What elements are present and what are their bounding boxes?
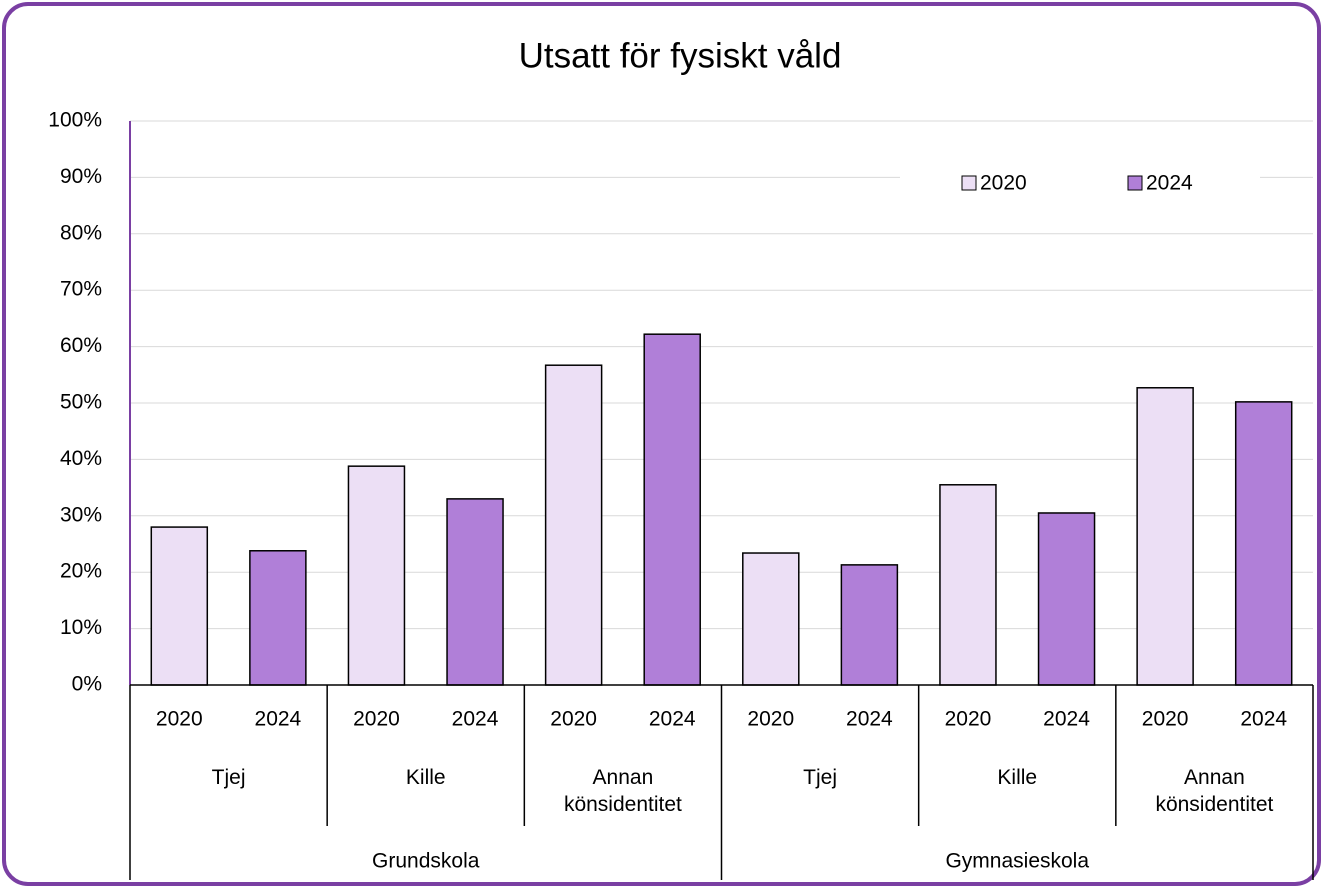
bar <box>150 526 209 686</box>
x-tick-label: 2020 <box>353 708 400 731</box>
y-tick-label: 30% <box>60 503 102 526</box>
bar <box>1136 387 1194 686</box>
y-tick-label: 20% <box>60 560 102 583</box>
category-label: Kille <box>919 764 1116 791</box>
bar <box>1037 512 1096 686</box>
bar <box>347 465 406 686</box>
legend-label: 2024 <box>1146 172 1193 195</box>
bar <box>446 498 504 686</box>
y-tick-label: 40% <box>60 447 102 470</box>
y-tick-label: 70% <box>60 278 102 301</box>
x-tick-label: 2024 <box>452 708 499 731</box>
category-label: Kille <box>327 764 524 791</box>
x-tick-label: 2020 <box>945 708 992 731</box>
legend-swatch <box>961 175 977 191</box>
x-tick-label: 2024 <box>1043 708 1090 731</box>
x-tick-label: 2020 <box>156 708 203 731</box>
y-tick-label: 100% <box>48 109 102 132</box>
legend-background <box>900 160 1260 205</box>
legend-label: 2020 <box>980 172 1027 195</box>
chart-title: Utsatt för fysiskt våld <box>519 36 842 75</box>
y-tick-label: 90% <box>60 165 102 188</box>
category-text: Tjej <box>803 766 837 789</box>
category-text: Tjej <box>211 766 246 789</box>
x-tick-label: 2024 <box>1240 708 1287 731</box>
y-tick-label: 80% <box>60 221 102 244</box>
bar <box>249 550 307 686</box>
bar <box>1234 401 1293 686</box>
x-tick-label: 2024 <box>649 708 696 731</box>
category-label: Tjej <box>130 764 327 791</box>
bar <box>840 564 899 686</box>
x-tick-label: 2020 <box>747 708 794 731</box>
category-text: Annan könsidentitet <box>1155 766 1274 816</box>
bar <box>544 364 603 686</box>
y-tick-label: 50% <box>60 391 102 414</box>
bar <box>742 552 800 686</box>
category-text: Kille <box>405 766 446 789</box>
category-text: Kille <box>997 766 1038 789</box>
x-tick-label: 2024 <box>846 708 893 731</box>
x-tick-label: 2024 <box>255 708 302 731</box>
category-label: Annan könsidentitet <box>524 764 721 818</box>
bar <box>939 484 997 686</box>
category-text: Annan könsidentitet <box>563 766 682 816</box>
category-label: Annan könsidentitet <box>1116 764 1313 818</box>
y-tick-label: 10% <box>60 616 102 639</box>
group-label: Gymnasieskola <box>945 850 1089 873</box>
x-tick-label: 2020 <box>1142 708 1189 731</box>
group-label: Grundskola <box>372 850 480 873</box>
y-tick-label: 0% <box>72 673 102 696</box>
legend-swatch <box>1127 175 1143 191</box>
y-tick-label: 60% <box>60 334 102 357</box>
bar <box>643 333 701 686</box>
category-label: Tjej <box>722 764 919 791</box>
x-tick-label: 2020 <box>550 708 597 731</box>
